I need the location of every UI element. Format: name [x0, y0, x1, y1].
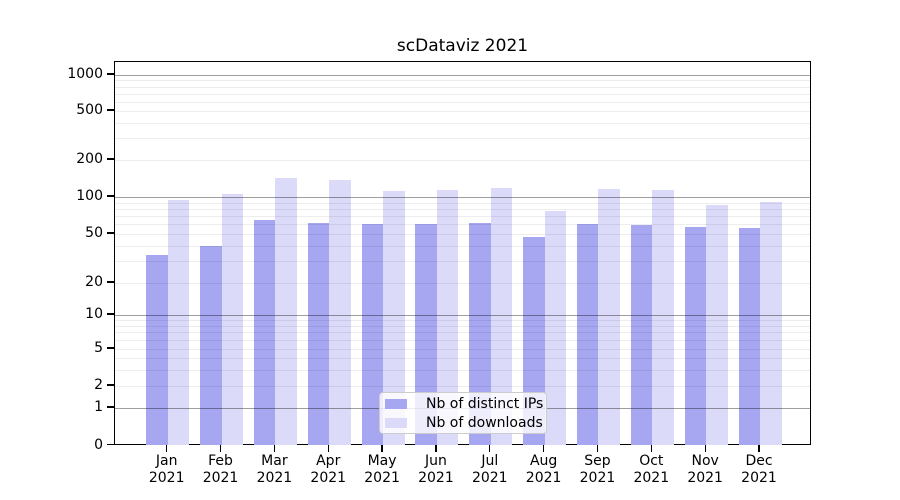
- legend-label-downloads: Nb of downloads: [426, 414, 543, 431]
- y-tick-label: 50: [85, 225, 103, 241]
- y-tick-label: 1: [94, 399, 103, 415]
- bar-distinct-ips-mar: [253, 219, 276, 446]
- x-tick-label: Oct 2021: [633, 452, 670, 486]
- bar-distinct-ips-jan: [146, 254, 168, 446]
- bar-distinct-ips-oct: [630, 225, 653, 446]
- y-tick-label: 200: [76, 151, 103, 167]
- y-tick-mark: [107, 384, 114, 386]
- x-tick-label: Aug 2021: [525, 452, 562, 486]
- bar-downloads-jul: [490, 188, 513, 446]
- bar-downloads-jun: [436, 190, 459, 446]
- y-tick-mark: [107, 195, 114, 197]
- legend-item: Nb of downloads: [385, 413, 543, 432]
- bars-layer: [115, 62, 810, 446]
- x-tick-label: Feb 2021: [202, 452, 239, 486]
- chart-title: scDataviz 2021: [396, 36, 529, 56]
- bar-distinct-ips-may: [361, 224, 384, 446]
- y-tick-mark: [107, 109, 114, 111]
- bar-downloads-oct: [652, 189, 674, 446]
- bar-downloads-sep: [598, 188, 620, 446]
- x-tick-mark: [381, 444, 383, 452]
- y-tick-mark: [107, 347, 114, 349]
- x-tick-mark: [758, 444, 760, 452]
- bar-distinct-ips-feb: [200, 245, 222, 446]
- bar-distinct-ips-jul: [469, 223, 491, 446]
- x-tick-label: Jul 2021: [471, 452, 508, 486]
- x-tick-label: May 2021: [364, 452, 400, 486]
- x-tick-label: Nov 2021: [687, 452, 723, 486]
- bar-downloads-apr: [329, 179, 351, 446]
- x-tick-label: Apr 2021: [310, 452, 347, 486]
- bar-downloads-aug: [544, 210, 567, 446]
- x-tick-label: Jun 2021: [418, 452, 454, 486]
- y-tick-label: 1000: [67, 66, 103, 82]
- bar-distinct-ips-dec: [738, 227, 760, 446]
- bar-distinct-ips-apr: [307, 222, 330, 446]
- x-tick-mark: [166, 444, 168, 452]
- x-tick-mark: [543, 444, 545, 452]
- y-tick-mark: [107, 158, 114, 160]
- y-tick-label: 100: [76, 188, 103, 204]
- x-tick-mark: [273, 444, 275, 452]
- y-tick-label: 2: [94, 377, 103, 393]
- y-tick-mark: [107, 406, 114, 408]
- y-tick-mark: [107, 73, 114, 75]
- x-tick-label: Dec 2021: [741, 452, 777, 486]
- x-tick-label: Jan 2021: [148, 452, 185, 486]
- bar-downloads-mar: [275, 178, 297, 446]
- y-tick-label: 0: [94, 436, 103, 453]
- x-tick-mark: [650, 444, 652, 452]
- x-tick-mark: [327, 444, 329, 452]
- bar-distinct-ips-nov: [684, 227, 707, 446]
- y-tick-mark: [107, 281, 114, 283]
- y-tick-mark: [107, 232, 114, 234]
- bar-downloads-nov: [706, 205, 728, 446]
- bar-downloads-may: [383, 191, 405, 446]
- x-tick-mark: [489, 444, 491, 452]
- x-tick-mark: [219, 444, 222, 452]
- legend-item: Nb of distinct IPs: [385, 394, 544, 413]
- x-tick-label: Mar 2021: [256, 452, 293, 486]
- y-tick-label: 500: [76, 102, 103, 118]
- x-tick-label: Sep 2021: [579, 452, 616, 486]
- y-tick-mark: [107, 443, 114, 446]
- y-tick-label: 20: [85, 274, 103, 290]
- x-tick-mark: [435, 444, 437, 452]
- y-tick-mark: [107, 313, 114, 315]
- legend-swatch-distinct-ips: [385, 398, 407, 409]
- bar-downloads-feb: [221, 194, 244, 446]
- y-tick-label: 10: [85, 306, 103, 322]
- bar-downloads-jan: [167, 199, 190, 446]
- plot-area: [114, 61, 811, 446]
- bar-distinct-ips-jun: [415, 224, 437, 446]
- legend-swatch-downloads: [385, 417, 407, 428]
- y-tick-label: 5: [94, 340, 103, 356]
- bar-distinct-ips-sep: [576, 224, 599, 446]
- x-tick-mark: [596, 444, 599, 452]
- x-tick-mark: [704, 444, 706, 452]
- legend: Nb of distinct IPs Nb of downloads: [379, 392, 547, 434]
- legend-label-distinct-ips: Nb of distinct IPs: [426, 395, 544, 412]
- bar-downloads-dec: [760, 202, 782, 446]
